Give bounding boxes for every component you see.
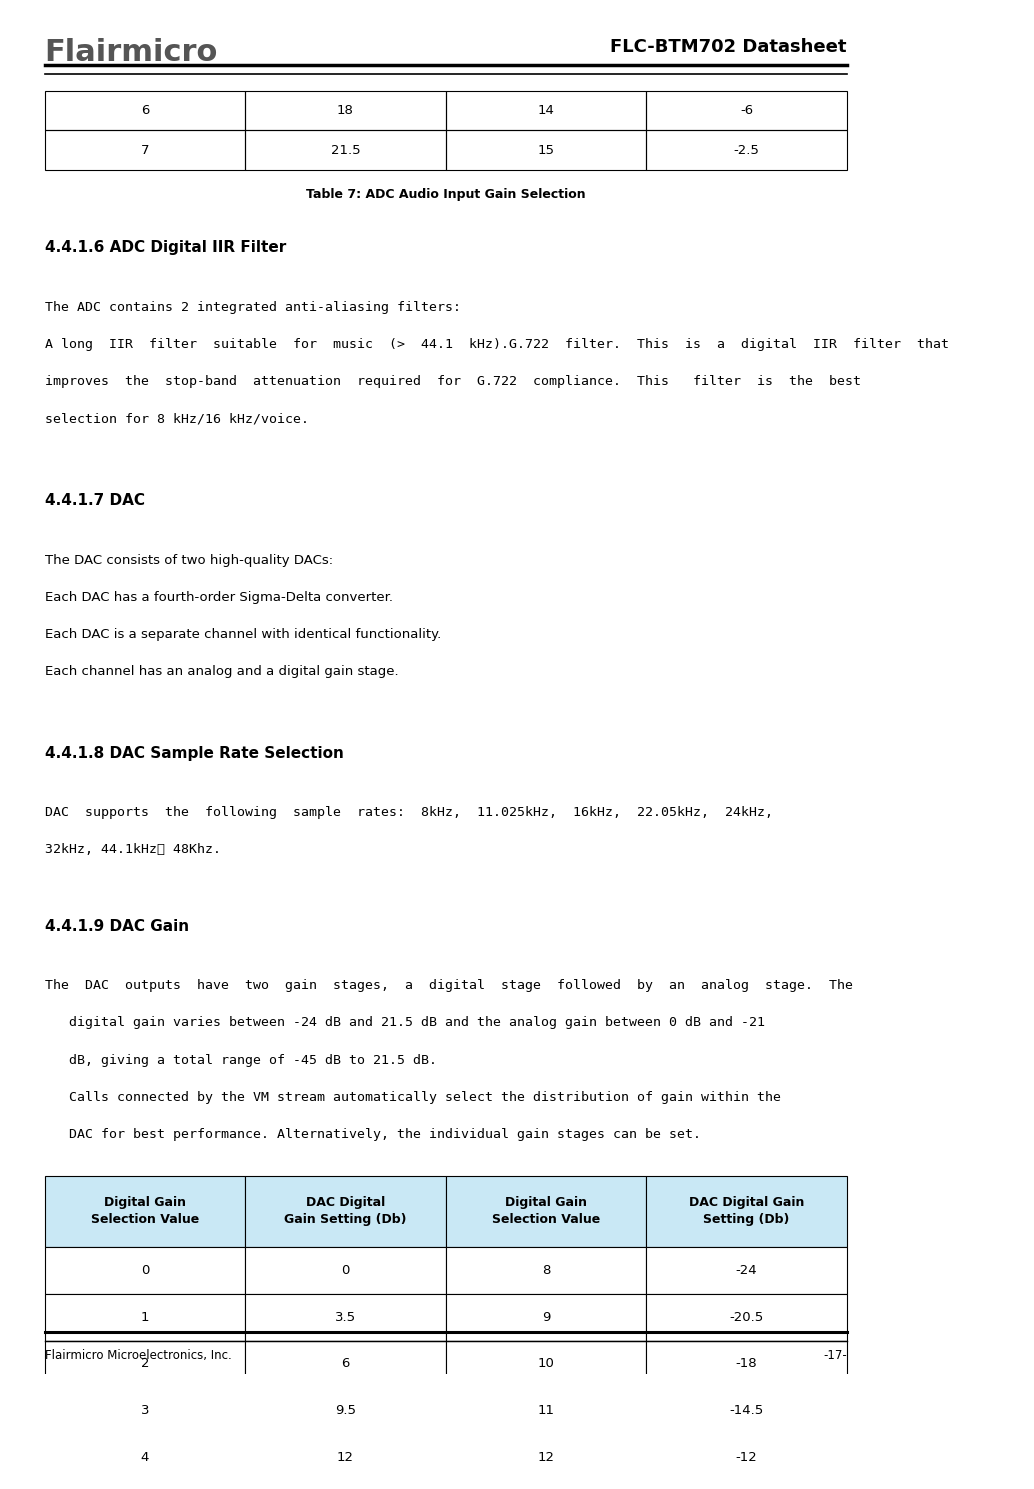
Text: The DAC consists of two high-quality DACs:: The DAC consists of two high-quality DAC…	[44, 554, 333, 566]
Text: 4: 4	[141, 1450, 149, 1464]
Text: Flairmicro: Flairmicro	[44, 39, 218, 67]
Text: 2: 2	[141, 1358, 149, 1370]
Bar	[44, 1434, 245, 1480]
Bar	[245, 1480, 446, 1489]
Bar	[446, 1294, 646, 1340]
Text: 32kHz, 44.1kHz， 48Khz.: 32kHz, 44.1kHz， 48Khz.	[44, 843, 220, 856]
Text: Digital Gain
Selection Value: Digital Gain Selection Value	[91, 1197, 199, 1227]
Bar	[446, 1248, 646, 1294]
Text: 11: 11	[538, 1404, 554, 1418]
Bar	[245, 91, 446, 131]
Bar	[245, 1388, 446, 1434]
Text: 4.4.1.9 DAC Gain: 4.4.1.9 DAC Gain	[44, 919, 188, 934]
Bar	[446, 1434, 646, 1480]
Text: digital gain varies between -24 dB and 21.5 dB and the analog gain between 0 dB : digital gain varies between -24 dB and 2…	[44, 1017, 764, 1029]
Bar	[44, 131, 245, 170]
Bar	[446, 1480, 646, 1489]
Text: 14: 14	[538, 104, 554, 118]
Text: 9.5: 9.5	[335, 1404, 356, 1418]
Text: selection for 8 kHz/16 kHz/voice.: selection for 8 kHz/16 kHz/voice.	[44, 412, 308, 424]
Text: 4.4.1.8 DAC Sample Rate Selection: 4.4.1.8 DAC Sample Rate Selection	[44, 746, 343, 761]
Text: -18: -18	[735, 1358, 757, 1370]
Text: 3.5: 3.5	[335, 1310, 356, 1324]
Text: 6: 6	[141, 104, 149, 118]
Text: Each channel has an analog and a digital gain stage.: Each channel has an analog and a digital…	[44, 664, 398, 677]
Text: Table 7: ADC Audio Input Gain Selection: Table 7: ADC Audio Input Gain Selection	[306, 188, 585, 201]
Bar	[245, 1434, 446, 1480]
Bar	[646, 1176, 847, 1248]
Text: Flairmicro Microelectronics, Inc.: Flairmicro Microelectronics, Inc.	[44, 1349, 232, 1362]
Text: -20.5: -20.5	[729, 1310, 763, 1324]
Bar	[446, 1340, 646, 1388]
Bar	[446, 1388, 646, 1434]
Bar	[44, 1480, 245, 1489]
Text: -12: -12	[735, 1450, 757, 1464]
Bar	[646, 1294, 847, 1340]
Bar	[44, 1176, 245, 1248]
Bar	[646, 1248, 847, 1294]
Text: dB, giving a total range of -45 dB to 21.5 dB.: dB, giving a total range of -45 dB to 21…	[44, 1054, 436, 1066]
Bar	[44, 1388, 245, 1434]
Text: 1: 1	[141, 1310, 149, 1324]
Text: 7: 7	[141, 144, 149, 156]
Bar	[646, 1340, 847, 1388]
Text: 18: 18	[337, 104, 354, 118]
Bar	[646, 1434, 847, 1480]
Bar	[44, 91, 245, 131]
Bar	[245, 1294, 446, 1340]
Text: improves  the  stop-band  attenuation  required  for  G.722  compliance.  This  : improves the stop-band attenuation requi…	[44, 375, 860, 389]
Text: DAC  supports  the  following  sample  rates:  8kHz,  11.025kHz,  16kHz,  22.05k: DAC supports the following sample rates:…	[44, 806, 772, 819]
Bar	[245, 1176, 446, 1248]
Text: 15: 15	[538, 144, 554, 156]
Text: Calls connected by the VM stream automatically select the distribution of gain w: Calls connected by the VM stream automat…	[44, 1090, 781, 1103]
Text: 0: 0	[141, 1264, 149, 1278]
Text: -2.5: -2.5	[733, 144, 759, 156]
Text: -6: -6	[740, 104, 753, 118]
Text: DAC Digital
Gain Setting (Db): DAC Digital Gain Setting (Db)	[284, 1197, 406, 1227]
Text: The  DAC  outputs  have  two  gain  stages,  a  digital  stage  followed  by  an: The DAC outputs have two gain stages, a …	[44, 980, 853, 992]
Text: A long  IIR  filter  suitable  for  music  (>  44.1  kHz).G.722  filter.  This  : A long IIR filter suitable for music (> …	[44, 338, 948, 351]
Text: 3: 3	[141, 1404, 149, 1418]
Bar	[44, 1248, 245, 1294]
Text: 8: 8	[542, 1264, 550, 1278]
Text: -14.5: -14.5	[729, 1404, 763, 1418]
Bar	[646, 131, 847, 170]
Text: DAC Digital Gain
Setting (Db): DAC Digital Gain Setting (Db)	[689, 1197, 804, 1227]
Text: 6: 6	[341, 1358, 349, 1370]
Text: 12: 12	[337, 1450, 354, 1464]
Text: -17-: -17-	[823, 1349, 847, 1362]
Text: DAC for best performance. Alternatively, the individual gain stages can be set.: DAC for best performance. Alternatively,…	[44, 1127, 701, 1141]
Bar	[44, 1340, 245, 1388]
Text: -24: -24	[735, 1264, 757, 1278]
Text: Each DAC is a separate channel with identical functionality.: Each DAC is a separate channel with iden…	[44, 628, 440, 640]
Text: 0: 0	[341, 1264, 349, 1278]
Text: 9: 9	[542, 1310, 550, 1324]
Bar	[446, 1176, 646, 1248]
Text: Each DAC has a fourth-order Sigma-Delta converter.: Each DAC has a fourth-order Sigma-Delta …	[44, 591, 393, 603]
Text: FLC-BTM702 Datasheet: FLC-BTM702 Datasheet	[610, 39, 847, 57]
Text: 21.5: 21.5	[331, 144, 360, 156]
Text: 4.4.1.6 ADC Digital IIR Filter: 4.4.1.6 ADC Digital IIR Filter	[44, 240, 285, 256]
Bar	[245, 1340, 446, 1388]
Bar	[646, 1480, 847, 1489]
Text: The ADC contains 2 integrated anti-aliasing filters:: The ADC contains 2 integrated anti-alias…	[44, 301, 460, 314]
Text: 4.4.1.7 DAC: 4.4.1.7 DAC	[44, 493, 145, 508]
Bar	[245, 131, 446, 170]
Bar	[646, 91, 847, 131]
Text: Digital Gain
Selection Value: Digital Gain Selection Value	[492, 1197, 600, 1227]
Bar	[44, 1294, 245, 1340]
Text: 12: 12	[538, 1450, 554, 1464]
Bar	[646, 1388, 847, 1434]
Bar	[446, 91, 646, 131]
Bar	[245, 1248, 446, 1294]
Text: 10: 10	[538, 1358, 554, 1370]
Bar	[446, 131, 646, 170]
